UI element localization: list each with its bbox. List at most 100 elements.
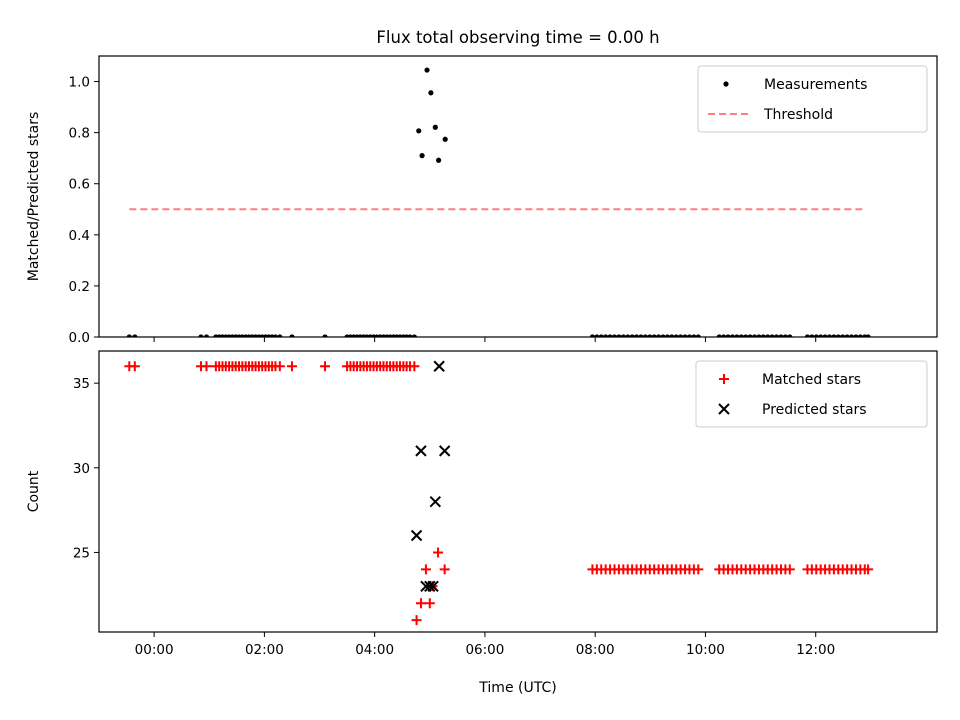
measurements-point [651,334,657,337]
measurements-point [620,334,626,337]
measurements-point [818,334,824,337]
matched-stars-point [286,361,297,372]
measurements-point [682,334,688,337]
measurements-point [809,334,815,337]
measurements-point [686,334,693,337]
measurements-point [647,334,653,337]
legend-label-predicted-stars: Predicted stars [762,402,867,418]
measurements-point [831,334,837,337]
measurements-point [734,334,740,337]
measurements-point [322,334,328,337]
legend: Measurements Threshold [697,65,928,133]
measurements-point [289,334,295,337]
legend-label-matched-stars: Matched stars [762,372,861,388]
measurements-point [203,334,210,337]
measurements-point [822,334,828,337]
measurements-point [411,334,417,337]
matched-stars-point [409,361,420,372]
matched-stars-point [693,564,704,575]
measurements-point [629,334,635,337]
legend-label-threshold: Threshold [763,107,833,123]
measurements-point [407,334,413,337]
matched-stars-point [420,564,431,575]
x-tick-label: 08:00 [576,642,615,658]
measurements-point [272,334,279,337]
measurements-point [419,153,425,159]
measurements-point [132,334,138,337]
x-tick-label: 06:00 [465,642,504,658]
measurements-point [778,334,784,337]
predicted-stars-point [410,529,423,542]
measurements-point [813,334,819,337]
measurements-point [625,334,631,337]
measurements-point [751,334,758,337]
legend-swatch-measurements [723,81,729,87]
measurements-point [787,334,793,337]
predicted-stars-point [438,445,451,457]
matched-stars-point [424,598,435,609]
y-tick-label: 1.0 [69,75,90,91]
measurements-point [424,67,430,73]
y-axis-label: Matched/Predicted stars [26,112,42,282]
y-tick-label: 0.4 [69,228,90,244]
measurements-point [642,334,648,337]
measurements-point [416,128,422,134]
legend-swatch-matched-stars [719,374,729,384]
predicted-stars-point [415,445,427,457]
measurements-point [607,334,613,337]
chart-title: Flux total observing time = 0.00 h [376,28,659,47]
y-tick-label: 0.8 [69,126,90,142]
legend-box [697,65,928,133]
matched-stars-point [129,361,140,372]
measurements-point [589,334,596,337]
measurements-point [638,334,644,337]
matched-stars-point [433,547,444,558]
plot-frame [98,350,938,633]
measurements-point [765,334,771,337]
measurements-point [857,334,863,337]
measurements-point [853,334,859,337]
measurements-point [673,334,679,337]
y-tick-label: 35 [73,376,90,392]
measurements-point [695,334,701,337]
legend-box [695,360,928,428]
measurements-point [633,334,640,337]
legend-label-measurements: Measurements [764,77,867,93]
top-panel-flux-ratio: Flux total observing time = 0.00 h 0.0 0.2… [26,28,938,346]
measurements-point [691,334,697,337]
measurements-point [126,334,132,337]
measurements-point [844,334,850,337]
x-tick-label: 02:00 [245,642,284,658]
matched-stars-point [415,598,426,609]
y-tick-label: 0.0 [69,330,90,346]
measurements-point [804,334,811,337]
measurements-point [773,334,780,337]
measurements-point [603,334,609,337]
x-tick-label: 04:00 [355,642,394,658]
measurements-point [664,334,671,337]
measurements-point [769,334,775,337]
measurements-point [669,334,675,337]
measurements-point [598,334,604,337]
x-axis-label: Time (UTC) [478,680,556,696]
legend-swatch-predicted-stars [718,403,730,415]
measurements-point [760,334,766,337]
measurements-point [716,334,722,337]
matched-stars-point [274,361,285,372]
measurements-point [432,124,438,130]
measurements-point [725,334,731,337]
matched-stars-point [201,361,212,372]
predicted-stars-point [433,360,445,372]
measurements-point [721,334,727,337]
measurements-point [277,334,283,337]
matched-stars-point [784,564,795,575]
y-tick-label: 0.6 [69,177,90,193]
measurements-point [747,334,753,337]
data-layer [126,67,871,337]
measurements-point [442,136,448,142]
measurements-point [655,334,662,337]
measurements-point [865,334,871,337]
measurements-point [678,334,684,337]
predicted-stars-point [429,495,442,508]
